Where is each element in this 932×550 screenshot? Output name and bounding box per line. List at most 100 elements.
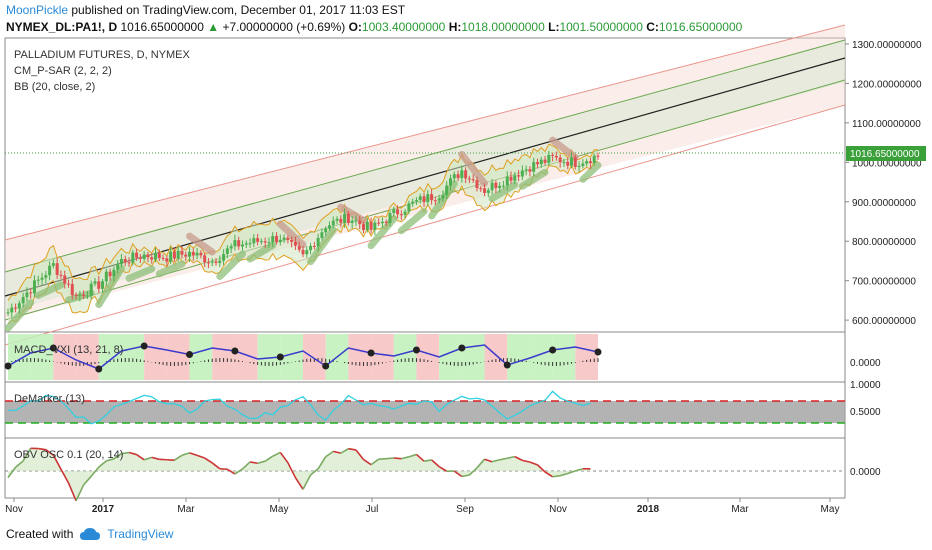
psar-legend: CM_P-SAR (2, 2, 2) (14, 65, 112, 77)
candle-body (157, 253, 161, 258)
sar-segment (186, 232, 216, 256)
candle-body (10, 307, 14, 313)
candle-body (407, 203, 411, 212)
price-tick-label: 600.00000000 (852, 316, 916, 327)
obv-line-segment (355, 449, 365, 460)
tradingview-link[interactable]: TradingView (107, 527, 174, 541)
sar-segment (4, 299, 35, 332)
bb-legend: BB (20, close, 2) (14, 81, 95, 93)
candle-body (513, 175, 517, 181)
candle-body (377, 222, 381, 224)
candle-body (467, 178, 471, 180)
time-tick-label: May (821, 504, 840, 515)
obv-line-segment (491, 459, 500, 463)
candle-body (6, 312, 10, 314)
created-with-label: Created with (6, 527, 74, 541)
obv-line-segment (408, 453, 417, 458)
macd-cross-marker (458, 344, 466, 352)
obv-line-segment (552, 474, 561, 478)
obv-line-segment (567, 470, 576, 475)
candle-body (320, 232, 324, 238)
candle-body (369, 221, 373, 230)
candle-body (343, 213, 347, 223)
candle-body (14, 307, 18, 309)
macd-cross-marker (322, 362, 330, 370)
candle-body (403, 211, 407, 215)
obv-line-segment (317, 456, 327, 470)
candle-body (271, 235, 275, 243)
candle-body (225, 248, 229, 255)
publish-header: MoonPickle published on TradingView.com,… (6, 3, 405, 17)
candle-body (267, 242, 271, 244)
obv-line-segment (476, 458, 486, 469)
macd-zone (393, 334, 417, 380)
macd-cross-marker (549, 346, 557, 354)
obv-title: OBV OSC 0.1 (20, 14) (14, 449, 123, 461)
obv-line-segment (348, 447, 357, 451)
macd-zone (416, 334, 440, 380)
candle-body (411, 201, 415, 204)
close-value: 1016.65000000 (658, 20, 743, 34)
demarker-title: DeMarker (13) (14, 393, 85, 405)
demarker-band (5, 401, 845, 423)
candle-body (316, 237, 320, 247)
macd-zone (98, 334, 122, 380)
time-tick-label: 2018 (637, 504, 660, 515)
obv-line-segment (401, 456, 410, 460)
candle-body (452, 174, 456, 179)
obv-line-segment (15, 460, 24, 468)
candle-body (392, 209, 396, 213)
candle-body (29, 292, 33, 294)
author-link[interactable]: MoonPickle (6, 3, 69, 17)
macd-zone (234, 334, 258, 380)
macd-zone (552, 334, 576, 380)
candle-body (248, 243, 252, 245)
obv-line-segment (294, 477, 304, 490)
candle-body (396, 209, 400, 215)
candle-body (312, 245, 316, 247)
candle-body (414, 199, 418, 202)
obv-line-segment (60, 468, 70, 484)
candle-body (422, 196, 426, 203)
obv-line-segment (544, 471, 554, 478)
candle-body (547, 154, 551, 163)
candle-body (218, 260, 222, 263)
obv-line-segment (415, 453, 425, 462)
footer: Created with TradingView (6, 526, 173, 542)
macd-cross-marker (503, 361, 511, 369)
price-tick-label: 1100.00000000 (852, 119, 921, 130)
candle-body (51, 263, 55, 266)
candle-body (305, 250, 309, 255)
candle-body (85, 295, 89, 297)
candle-body (309, 245, 313, 251)
open-label: O: (348, 20, 362, 34)
published-text: published on TradingView.com, December 0… (71, 3, 406, 17)
macd-cross-marker (4, 362, 12, 370)
candle-body (339, 218, 343, 223)
sar-segment (216, 250, 246, 280)
candle-body (581, 163, 585, 166)
obv-zero-tick: 0.0000 (850, 467, 881, 478)
sar-segment (579, 161, 602, 183)
candle-body (119, 259, 123, 265)
candle-body (165, 258, 169, 262)
obv-line-segment (181, 452, 190, 457)
obv-line-segment (461, 474, 470, 478)
obv-line-segment (67, 482, 77, 502)
obv-line-segment (514, 455, 523, 462)
obv-line-segment (143, 456, 152, 461)
candle-body (324, 228, 328, 233)
candle-body (135, 252, 139, 258)
time-tick-label: 2017 (92, 504, 115, 515)
candle-body (464, 170, 468, 179)
sar-segment (518, 168, 549, 190)
candle-body (199, 252, 203, 256)
candle-body (203, 255, 207, 263)
last-price: 1016.65000000 (120, 20, 204, 34)
obv-series (7, 447, 591, 502)
candle-body (535, 162, 539, 165)
obv-line-segment (128, 451, 137, 456)
candle-body (456, 174, 460, 179)
candle-body (161, 257, 165, 259)
